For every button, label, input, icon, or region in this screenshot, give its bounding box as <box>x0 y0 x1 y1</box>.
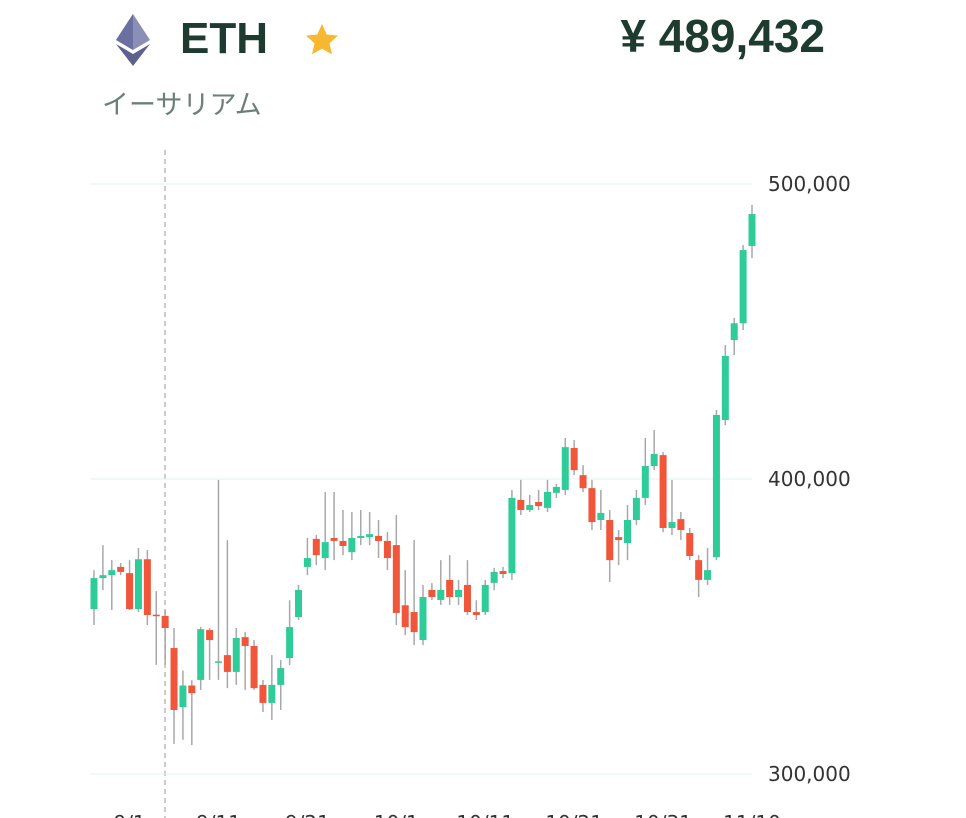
candle-body <box>392 545 400 613</box>
asset-name: イーサリアム <box>102 90 262 121</box>
candle-body <box>597 512 605 521</box>
x-tick-label: 11/10 <box>723 811 781 818</box>
candle-body <box>383 540 391 559</box>
candle-body <box>366 534 374 538</box>
candle-body <box>677 519 685 531</box>
candle-body <box>321 542 329 559</box>
y-tick-label: 400,000 <box>768 467 851 491</box>
candle-body <box>668 522 676 528</box>
candle-body <box>686 532 694 556</box>
x-tick-label: 10/11 <box>456 811 514 818</box>
x-tick-label: 9/11 <box>196 811 241 818</box>
candle-body <box>401 605 409 628</box>
candle-body <box>641 466 649 498</box>
candle-body <box>286 627 294 659</box>
candle-body <box>232 638 240 672</box>
candle-body <box>143 559 151 615</box>
candle-body <box>259 684 267 703</box>
y-tick-label: 300,000 <box>768 762 851 786</box>
candle-body <box>659 455 667 528</box>
candle-body <box>650 453 658 467</box>
candle-body <box>108 570 116 576</box>
candle-body <box>437 589 445 600</box>
candle-body <box>170 648 178 710</box>
candle-body <box>241 637 249 646</box>
candle-body <box>312 538 320 556</box>
candle-body <box>99 575 107 579</box>
candle-body <box>463 584 471 613</box>
candle-body <box>223 655 231 672</box>
candle-body <box>126 573 134 610</box>
candle-body <box>446 579 454 597</box>
candle-body <box>90 578 98 610</box>
candle-body <box>206 630 214 641</box>
candle-body <box>730 323 738 341</box>
candle-body <box>214 661 222 663</box>
candle-body <box>250 645 258 689</box>
candle-body <box>526 504 534 510</box>
candle-body <box>428 589 436 597</box>
candle-body <box>161 615 169 628</box>
candle-body <box>704 570 712 580</box>
price: ¥ 489,432 <box>620 10 825 62</box>
candle-body <box>117 566 125 572</box>
candle-body <box>339 540 347 546</box>
candle-body <box>570 448 578 471</box>
candle-body <box>410 612 418 633</box>
candle-body <box>152 614 160 617</box>
candle-body <box>179 685 187 708</box>
candle-body <box>197 629 205 680</box>
candle-body <box>330 538 338 541</box>
candle-body <box>543 491 551 508</box>
candle-body <box>552 486 560 493</box>
candle-body <box>303 558 311 567</box>
candle-body <box>375 535 383 541</box>
candle-body <box>588 488 596 523</box>
x-tick-label: 9/1 <box>113 811 145 818</box>
candle-body <box>579 475 587 489</box>
x-tick-label: 10/21 <box>545 811 603 818</box>
x-tick-label: 10/1 <box>374 811 419 818</box>
candle-body <box>624 520 632 544</box>
candle-body <box>632 497 640 521</box>
candle-body <box>615 537 623 541</box>
candle-body <box>561 447 569 490</box>
symbol: ETH <box>180 14 268 63</box>
candle-body <box>517 499 525 510</box>
candle-body <box>508 497 516 574</box>
candle-body <box>748 214 756 246</box>
candle-body <box>499 571 507 574</box>
candle-body <box>721 355 729 420</box>
candle-body <box>134 559 142 610</box>
candle-body <box>348 538 356 553</box>
candle-body <box>535 502 543 507</box>
favorite-star[interactable] <box>306 24 338 55</box>
candle-body <box>295 589 303 618</box>
candle-body <box>606 520 614 561</box>
candle-body <box>188 685 196 694</box>
candle-body <box>277 668 285 685</box>
candle-body <box>695 560 703 580</box>
candle-body <box>268 684 276 703</box>
x-tick-label: 10/31 <box>634 811 692 818</box>
candle-body <box>357 535 365 538</box>
y-tick-label: 500,000 <box>768 172 851 196</box>
candle-body <box>712 414 720 558</box>
eth-icon <box>116 14 150 66</box>
candle-body <box>455 589 463 597</box>
candle-body <box>490 571 498 583</box>
candle-body <box>419 597 427 641</box>
candle-body <box>739 250 747 324</box>
x-tick-label: 9/21 <box>285 811 330 818</box>
candle-body <box>481 584 489 613</box>
candle-body <box>472 612 480 615</box>
